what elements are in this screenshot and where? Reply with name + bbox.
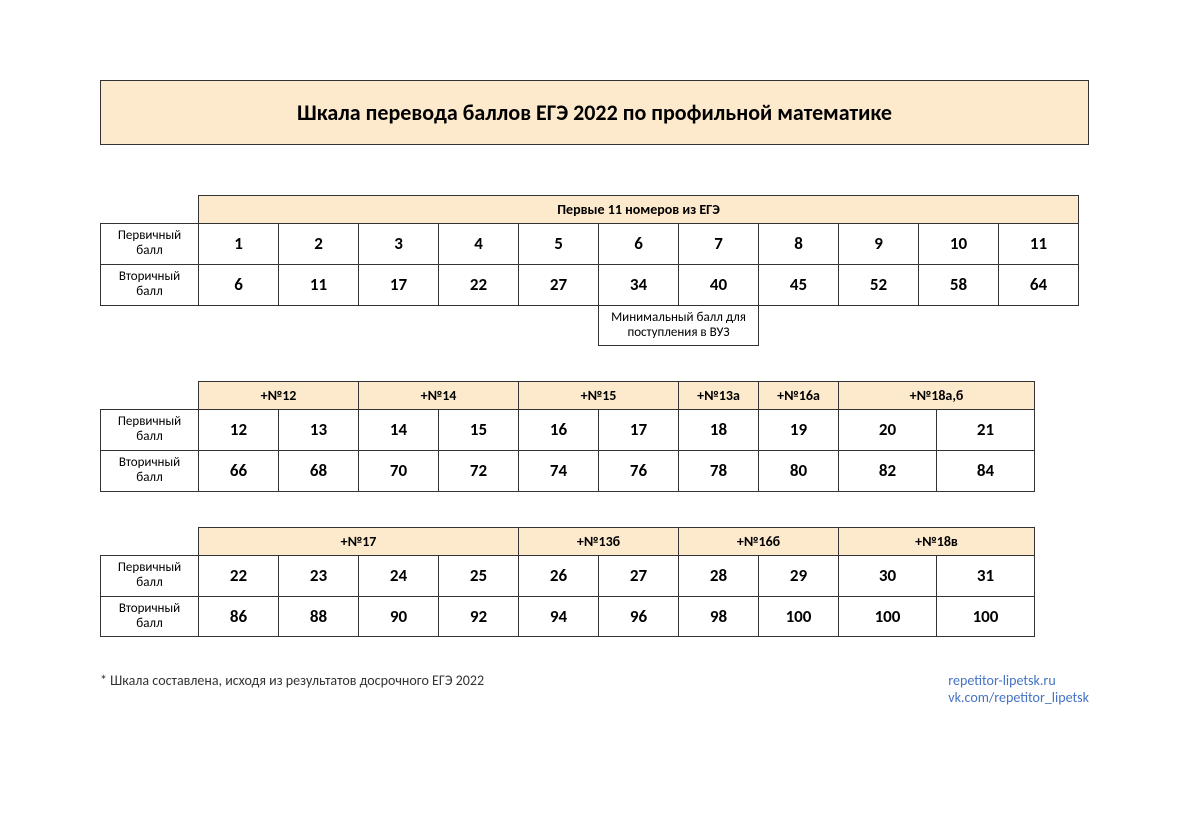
cell: 12 (199, 409, 279, 450)
cell: 40 (679, 264, 759, 305)
footnote-row: * Шкала составлена, исходя из результато… (100, 672, 1089, 706)
cell: 34 (599, 264, 679, 305)
cell: 27 (519, 264, 599, 305)
cell: 22 (199, 555, 279, 596)
cell: 29 (759, 555, 839, 596)
cell: 18 (679, 409, 759, 450)
table2-group-header: +№15 (519, 381, 679, 409)
table3-group-header: +№13б (519, 527, 679, 555)
link-1[interactable]: repetitor-lipetsk.ru (948, 672, 1089, 689)
row-label: Вторичный балл (101, 450, 199, 491)
cell: 25 (439, 555, 519, 596)
table2-group-header: +№13а (679, 381, 759, 409)
cell: 92 (439, 596, 519, 637)
table2-group-header: +№12 (199, 381, 359, 409)
table3-group-header: +№16б (679, 527, 839, 555)
cell: 26 (519, 555, 599, 596)
cell: 90 (359, 596, 439, 637)
cell: 1 (199, 224, 279, 265)
footnote-text: * Шкала составлена, исходя из результато… (100, 672, 484, 706)
cell: 6 (199, 264, 279, 305)
cell: 11 (279, 264, 359, 305)
cell: 78 (679, 450, 759, 491)
cell: 3 (359, 224, 439, 265)
row-label: Первичный балл (101, 555, 199, 596)
cell: 5 (519, 224, 599, 265)
table2-group-header: +№16а (759, 381, 839, 409)
cell: 98 (679, 596, 759, 637)
cell: 86 (199, 596, 279, 637)
table-1: Первые 11 номеров из ЕГЭ Первичный балл … (100, 195, 1079, 346)
cell: 94 (519, 596, 599, 637)
cell: 66 (199, 450, 279, 491)
links: repetitor-lipetsk.ru vk.com/repetitor_li… (948, 672, 1089, 706)
table1-group-header: Первые 11 номеров из ЕГЭ (199, 196, 1079, 224)
cell: 76 (599, 450, 679, 491)
cell: 20 (839, 409, 937, 450)
cell: 82 (839, 450, 937, 491)
cell: 23 (279, 555, 359, 596)
cell: 74 (519, 450, 599, 491)
cell: 30 (839, 555, 937, 596)
link-2[interactable]: vk.com/repetitor_lipetsk (948, 689, 1089, 706)
min-score-note: Минимальный балл для поступления в ВУЗ (599, 305, 759, 345)
cell: 72 (439, 450, 519, 491)
cell: 16 (519, 409, 599, 450)
cell: 27 (599, 555, 679, 596)
cell: 100 (937, 596, 1035, 637)
cell: 21 (937, 409, 1035, 450)
cell: 68 (279, 450, 359, 491)
cell: 13 (279, 409, 359, 450)
table3-group-header: +№17 (199, 527, 519, 555)
cell: 64 (999, 264, 1079, 305)
cell: 14 (359, 409, 439, 450)
cell: 28 (679, 555, 759, 596)
cell: 6 (599, 224, 679, 265)
page-title: Шкала перевода баллов ЕГЭ 2022 по профил… (100, 80, 1089, 145)
row-label: Вторичный балл (101, 264, 199, 305)
table-3: +№17+№13б+№16б+№18в Первичный балл 22 23… (100, 527, 1035, 638)
cell: 17 (599, 409, 679, 450)
table-2: +№12+№14+№15+№13а+№16а+№18а,б Первичный … (100, 381, 1035, 492)
cell: 58 (919, 264, 999, 305)
cell: 100 (839, 596, 937, 637)
cell: 80 (759, 450, 839, 491)
cell: 17 (359, 264, 439, 305)
cell: 22 (439, 264, 519, 305)
table2-group-header: +№18а,б (839, 381, 1035, 409)
cell: 4 (439, 224, 519, 265)
table3-group-header: +№18в (839, 527, 1035, 555)
cell: 24 (359, 555, 439, 596)
cell: 70 (359, 450, 439, 491)
cell: 19 (759, 409, 839, 450)
cell: 100 (759, 596, 839, 637)
cell: 88 (279, 596, 359, 637)
cell: 15 (439, 409, 519, 450)
cell: 31 (937, 555, 1035, 596)
cell: 7 (679, 224, 759, 265)
cell: 96 (599, 596, 679, 637)
cell: 10 (919, 224, 999, 265)
cell: 8 (759, 224, 839, 265)
row-label: Первичный балл (101, 409, 199, 450)
table2-group-header: +№14 (359, 381, 519, 409)
cell: 9 (839, 224, 919, 265)
cell: 11 (999, 224, 1079, 265)
cell: 84 (937, 450, 1035, 491)
cell: 2 (279, 224, 359, 265)
row-label: Первичный балл (101, 224, 199, 265)
row-label: Вторичный балл (101, 596, 199, 637)
cell: 45 (759, 264, 839, 305)
cell: 52 (839, 264, 919, 305)
